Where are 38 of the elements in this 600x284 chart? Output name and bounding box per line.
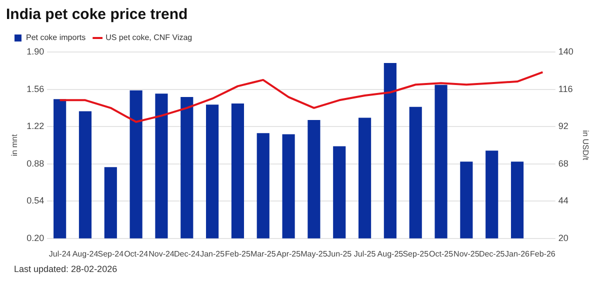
x-tick-label: May-25 [300, 249, 328, 258]
x-tick-label: Sep-24 [98, 249, 124, 258]
chart-title: India pet coke price trend [6, 6, 188, 24]
y2-tick-label: 116 [558, 84, 573, 94]
text: Last updated: 28-02-2026 [14, 264, 118, 274]
y-axis-title: in mnt [10, 134, 20, 156]
x-tick-label: Oct-25 [429, 249, 454, 258]
y-tick-label: 0.54 [26, 196, 44, 206]
y2-tick-label: 92 [558, 121, 568, 132]
x-tick-label: Jan-25 [200, 249, 226, 258]
y-tick-label: 1.22 [26, 121, 44, 132]
legend-label: Pet coke imports [26, 33, 86, 42]
x-tick-label: Dec-24 [174, 249, 200, 258]
x-tick-label: Aug-24 [72, 249, 99, 258]
x-tick-label: Jun-25 [327, 249, 352, 258]
x-tick-label: Jan-26 [505, 249, 530, 258]
x-tick-label: Oct-24 [124, 249, 149, 258]
x-tick-label: Sep-25 [402, 249, 430, 258]
x-tick-label: Aug-25 [377, 249, 404, 258]
x-tick-label: Jul-25 [354, 249, 376, 258]
y2-tick-label: 68 [558, 158, 568, 168]
y-tick-label: 1.56 [26, 84, 44, 94]
y2-tick-label: 140 [558, 46, 574, 56]
y-tick-label: 1.90 [26, 46, 44, 56]
x-tick-label: Dec-25 [478, 249, 506, 258]
x-tick-label: Mar-25 [250, 249, 276, 258]
y2-axis-title: in USD/t [580, 130, 590, 161]
y-tick-label: 0.88 [26, 158, 44, 168]
y-tick-label: 0.20 [26, 232, 44, 243]
legend-label: US pet coke, CNF Vizag [106, 33, 192, 42]
y2-tick-label: 20 [558, 232, 568, 243]
x-tick-label: Apr-25 [276, 249, 302, 258]
x-tick-label: Jul-24 [48, 249, 72, 258]
x-tick-label: Nov-25 [454, 249, 480, 258]
x-tick-label: Nov-24 [148, 249, 175, 258]
x-tick-label: Feb-25 [225, 249, 251, 258]
x-tick-label: Feb-26 [530, 249, 556, 258]
y2-tick-label: 44 [558, 196, 568, 206]
